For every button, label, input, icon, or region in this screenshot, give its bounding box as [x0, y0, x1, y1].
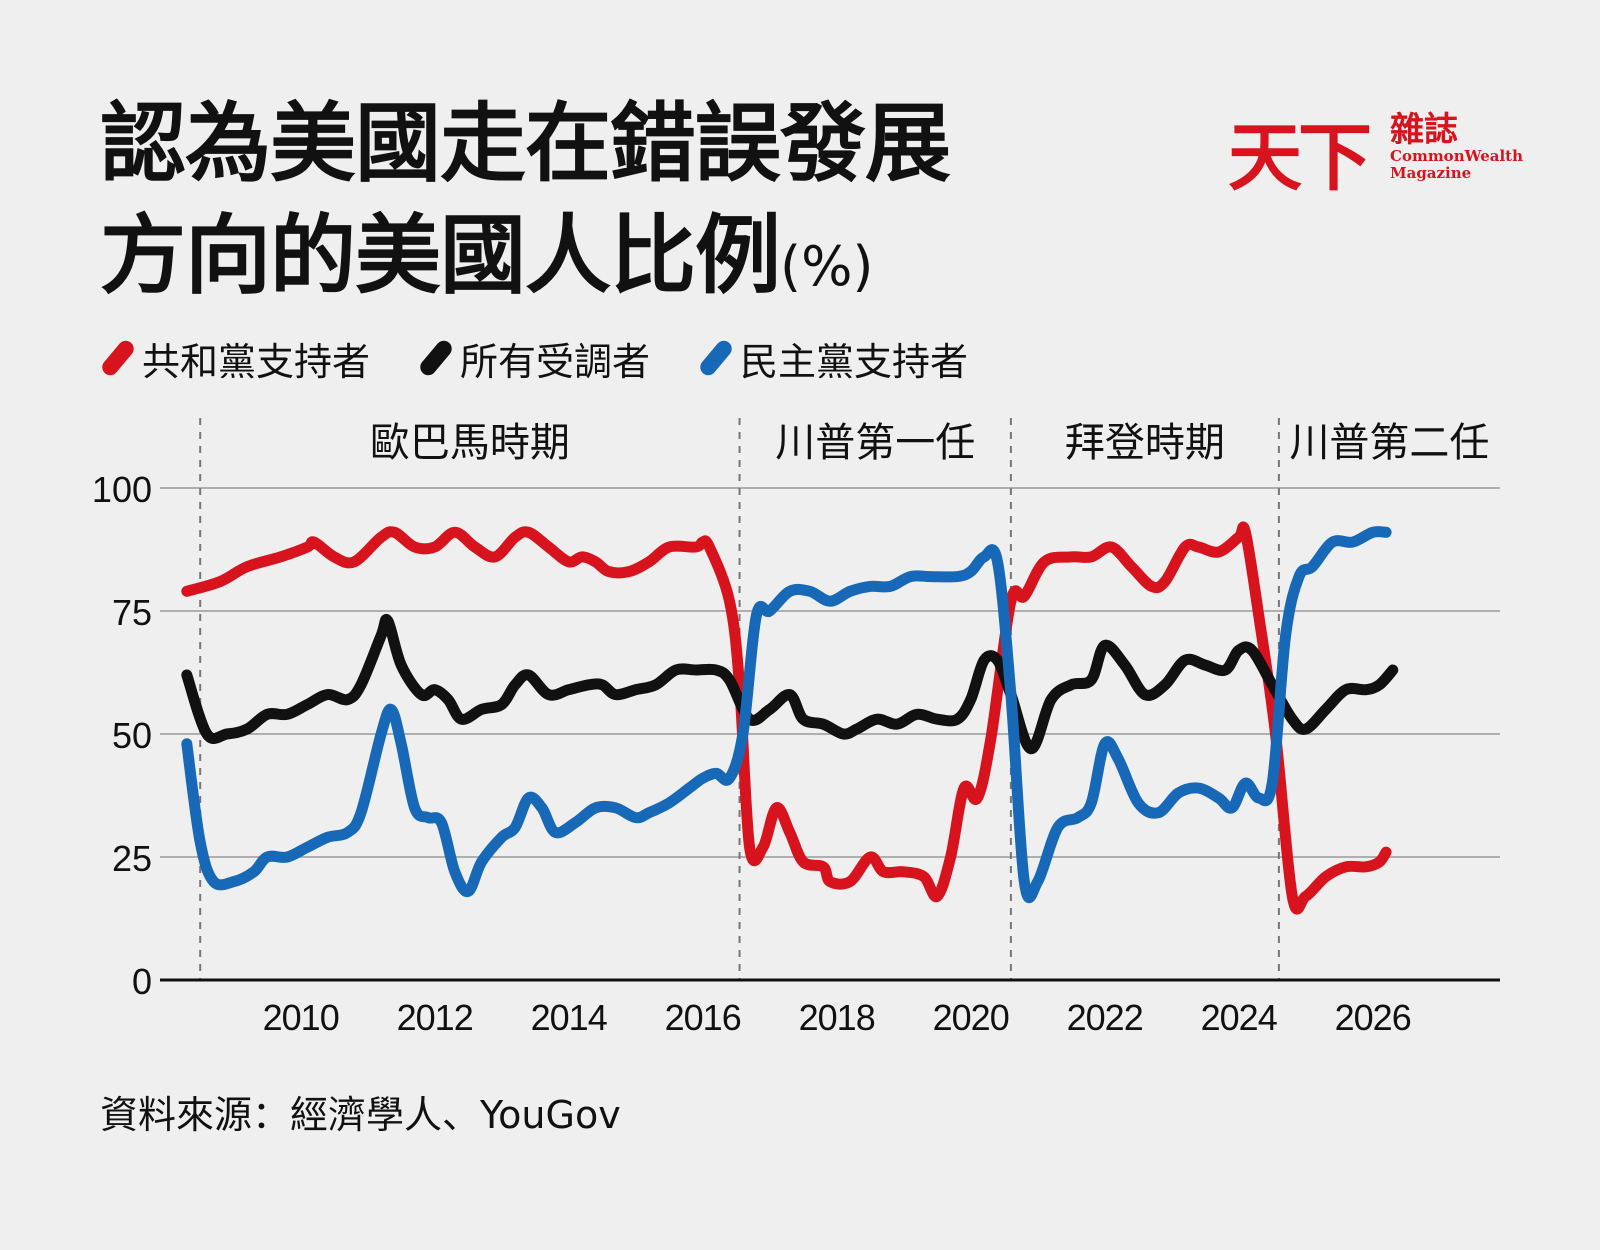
x-tick-label-7: 2024	[1201, 997, 1277, 1038]
title-unit: (%)	[780, 235, 874, 298]
logo-zh: 雜誌	[1390, 110, 1458, 150]
period-label-0: 歐巴馬時期	[370, 420, 570, 466]
line-chart: 0 25 50 75 100 歐巴馬時期 川普第一任 拜登時期 川普第二任 2010 2012 201…	[92, 418, 1500, 1038]
x-tick-label-5: 2020	[933, 997, 1009, 1038]
x-tick-label-0: 2010	[263, 997, 339, 1038]
x-tick-label-2: 2014	[531, 997, 607, 1038]
chart-title: 認為美國走在錯誤發展 方向的美國人比例(%)	[100, 88, 1180, 323]
legend-label-all: 所有受調者	[460, 339, 651, 384]
period-label-1: 川普第一任	[775, 420, 975, 466]
legend-label-democrat: 民主黨支持者	[740, 339, 969, 384]
republican-line	[181, 521, 1392, 915]
logo-mark: 天下	[1228, 115, 1372, 201]
source-note: 資料來源：經濟學人、YouGov	[100, 1093, 621, 1137]
y-tick-label-2: 50	[112, 715, 152, 756]
legend-item-republican: 共和黨支持者	[99, 331, 371, 386]
y-tick-label-0: 0	[132, 961, 152, 1002]
x-tick-label-6: 2022	[1067, 997, 1143, 1038]
y-tick-label-3: 75	[112, 592, 152, 633]
period-label-3: 川普第二任	[1289, 420, 1489, 466]
title-line-2: 方向的美國人比例	[100, 206, 781, 306]
y-tick-label-4: 100	[92, 469, 152, 510]
all-respondents-line	[181, 614, 1399, 755]
logo-en: CommonWealth Magazine	[1390, 147, 1524, 182]
commonwealth-logo: 天下 雜誌 CommonWealth Magazine	[1228, 96, 1523, 201]
democrat-line	[181, 526, 1392, 903]
period-label-2: 拜登時期	[1065, 420, 1225, 466]
x-tick-label-4: 2018	[799, 997, 875, 1038]
x-tick-label-8: 2026	[1335, 997, 1411, 1038]
x-tick-label-1: 2012	[397, 997, 473, 1038]
legend-item-democrat: 民主黨支持者	[697, 331, 969, 386]
legend: 共和黨支持者 所有受調者 民主黨支持者	[99, 330, 1016, 386]
legend-item-all: 所有受調者	[417, 331, 651, 386]
y-tick-label-1: 25	[112, 838, 152, 879]
legend-label-republican: 共和黨支持者	[142, 339, 371, 384]
x-tick-label-3: 2016	[665, 997, 741, 1038]
title-line-1: 認為美國走在錯誤發展	[100, 94, 951, 194]
